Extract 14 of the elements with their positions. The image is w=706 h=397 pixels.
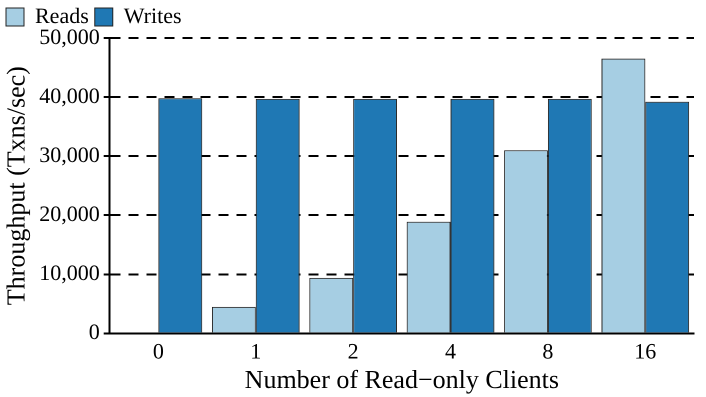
y-tick-label: 0 (88, 319, 100, 344)
x-tick-label: 2 (348, 338, 359, 364)
x-tick-label: 16 (634, 338, 656, 364)
x-axis-title: Number of Read−only Clients (244, 365, 560, 394)
y-axis-title: Throughput (Txns/sec) (1, 66, 30, 306)
x-tick-label: 4 (445, 338, 456, 364)
y-tick-label: 10,000 (39, 260, 100, 286)
x-tick-label: 8 (542, 338, 554, 364)
x-tick-label: 1 (250, 338, 262, 364)
y-tick-label: 40,000 (39, 82, 100, 108)
y-tick-label: 30,000 (39, 142, 100, 167)
y-tick-label: 20,000 (39, 201, 100, 226)
x-tick-label: 0 (152, 338, 164, 364)
legend-label: Writes (124, 2, 182, 28)
